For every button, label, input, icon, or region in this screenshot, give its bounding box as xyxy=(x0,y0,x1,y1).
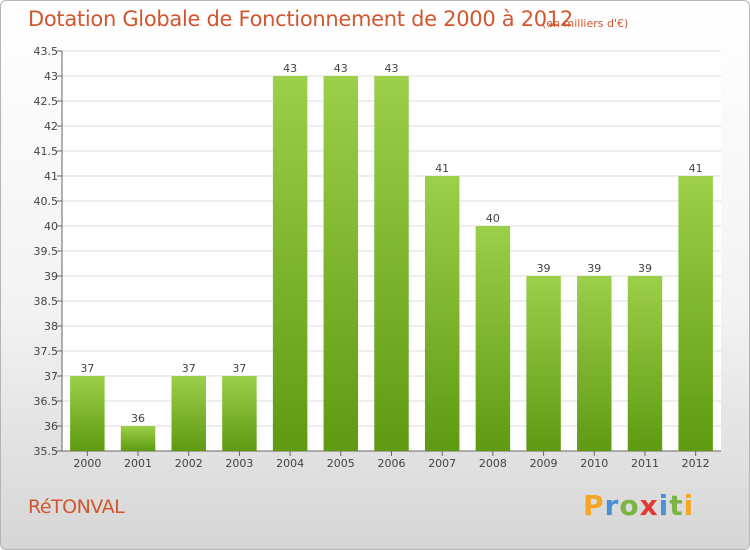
bar xyxy=(120,426,156,451)
x-tick-label: 2009 xyxy=(530,457,558,470)
bar xyxy=(171,376,206,451)
chart-title: Dotation Globale de Fonctionnement de 20… xyxy=(28,7,573,31)
bar xyxy=(475,226,511,451)
proxiti-logo[interactable]: Proxiti xyxy=(583,489,694,522)
bar xyxy=(323,76,359,451)
data-label: 43 xyxy=(283,62,297,75)
logo-letter: r xyxy=(604,489,620,522)
y-tick-label: 38.5 xyxy=(34,295,59,308)
logo-letter: i xyxy=(658,489,670,522)
data-label: 39 xyxy=(587,262,601,275)
x-tick-label: 2007 xyxy=(428,457,456,470)
bars xyxy=(70,76,713,451)
labels: 35.5 36 36.5 37 37.5 38 38.5 39 39.5 40 40.5 41 41.5… xyxy=(34,45,710,470)
bar xyxy=(222,376,257,451)
data-label: 39 xyxy=(638,262,652,275)
y-tick-label: 41 xyxy=(44,170,58,183)
x-tick-label: 2012 xyxy=(682,457,710,470)
bar xyxy=(526,276,561,451)
y-tick-label: 42.5 xyxy=(34,95,59,108)
data-label: 43 xyxy=(385,62,399,75)
logo-letter: P xyxy=(583,489,605,522)
x-tick-label: 2002 xyxy=(175,457,203,470)
y-tick-label: 37 xyxy=(44,370,58,383)
x-tick-label: 2003 xyxy=(225,457,253,470)
x-tick-label: 2011 xyxy=(631,457,659,470)
data-label: 41 xyxy=(689,162,703,175)
y-tick-label: 36 xyxy=(44,420,58,433)
x-tick-label: 2006 xyxy=(378,457,406,470)
data-label: 37 xyxy=(232,362,246,375)
y-tick-label: 35.5 xyxy=(34,445,59,458)
y-tick-label: 42 xyxy=(44,120,58,133)
y-tick-label: 37.5 xyxy=(34,345,59,358)
y-tick-label: 39 xyxy=(44,270,58,283)
bar xyxy=(678,176,713,451)
data-label: 37 xyxy=(182,362,196,375)
data-label: 41 xyxy=(435,162,449,175)
logo-letter: t xyxy=(669,489,684,522)
place-name: RéTONVAL xyxy=(28,496,125,518)
y-tick-label: 40.5 xyxy=(34,195,59,208)
y-tick-label: 36.5 xyxy=(34,395,59,408)
bar xyxy=(70,376,105,451)
x-tick-label: 2004 xyxy=(276,457,304,470)
bar xyxy=(272,76,308,451)
y-tick-label: 43.5 xyxy=(34,45,59,58)
bar xyxy=(424,176,460,451)
bar xyxy=(627,276,663,451)
chart-subtitle: (en milliers d'€) xyxy=(542,17,629,30)
y-tick-label: 39.5 xyxy=(34,245,59,258)
data-label: 40 xyxy=(486,212,500,225)
logo-letter: o xyxy=(619,489,640,522)
y-tick-label: 43 xyxy=(44,70,58,83)
data-label: 43 xyxy=(334,62,348,75)
data-label: 36 xyxy=(131,412,145,425)
x-tick-label: 2010 xyxy=(580,457,608,470)
bar xyxy=(577,276,612,451)
bar xyxy=(374,76,409,451)
x-tick-label: 2005 xyxy=(327,457,355,470)
y-tick-label: 38 xyxy=(44,320,58,333)
x-tick-label: 2008 xyxy=(479,457,507,470)
logo-letter: i xyxy=(683,489,695,522)
y-tick-label: 40 xyxy=(44,220,58,233)
data-label: 37 xyxy=(80,362,94,375)
data-label: 39 xyxy=(537,262,551,275)
logo-letter: x xyxy=(639,489,659,522)
x-tick-label: 2000 xyxy=(73,457,101,470)
x-tick-label: 2001 xyxy=(124,457,152,470)
y-tick-label: 41.5 xyxy=(34,145,59,158)
